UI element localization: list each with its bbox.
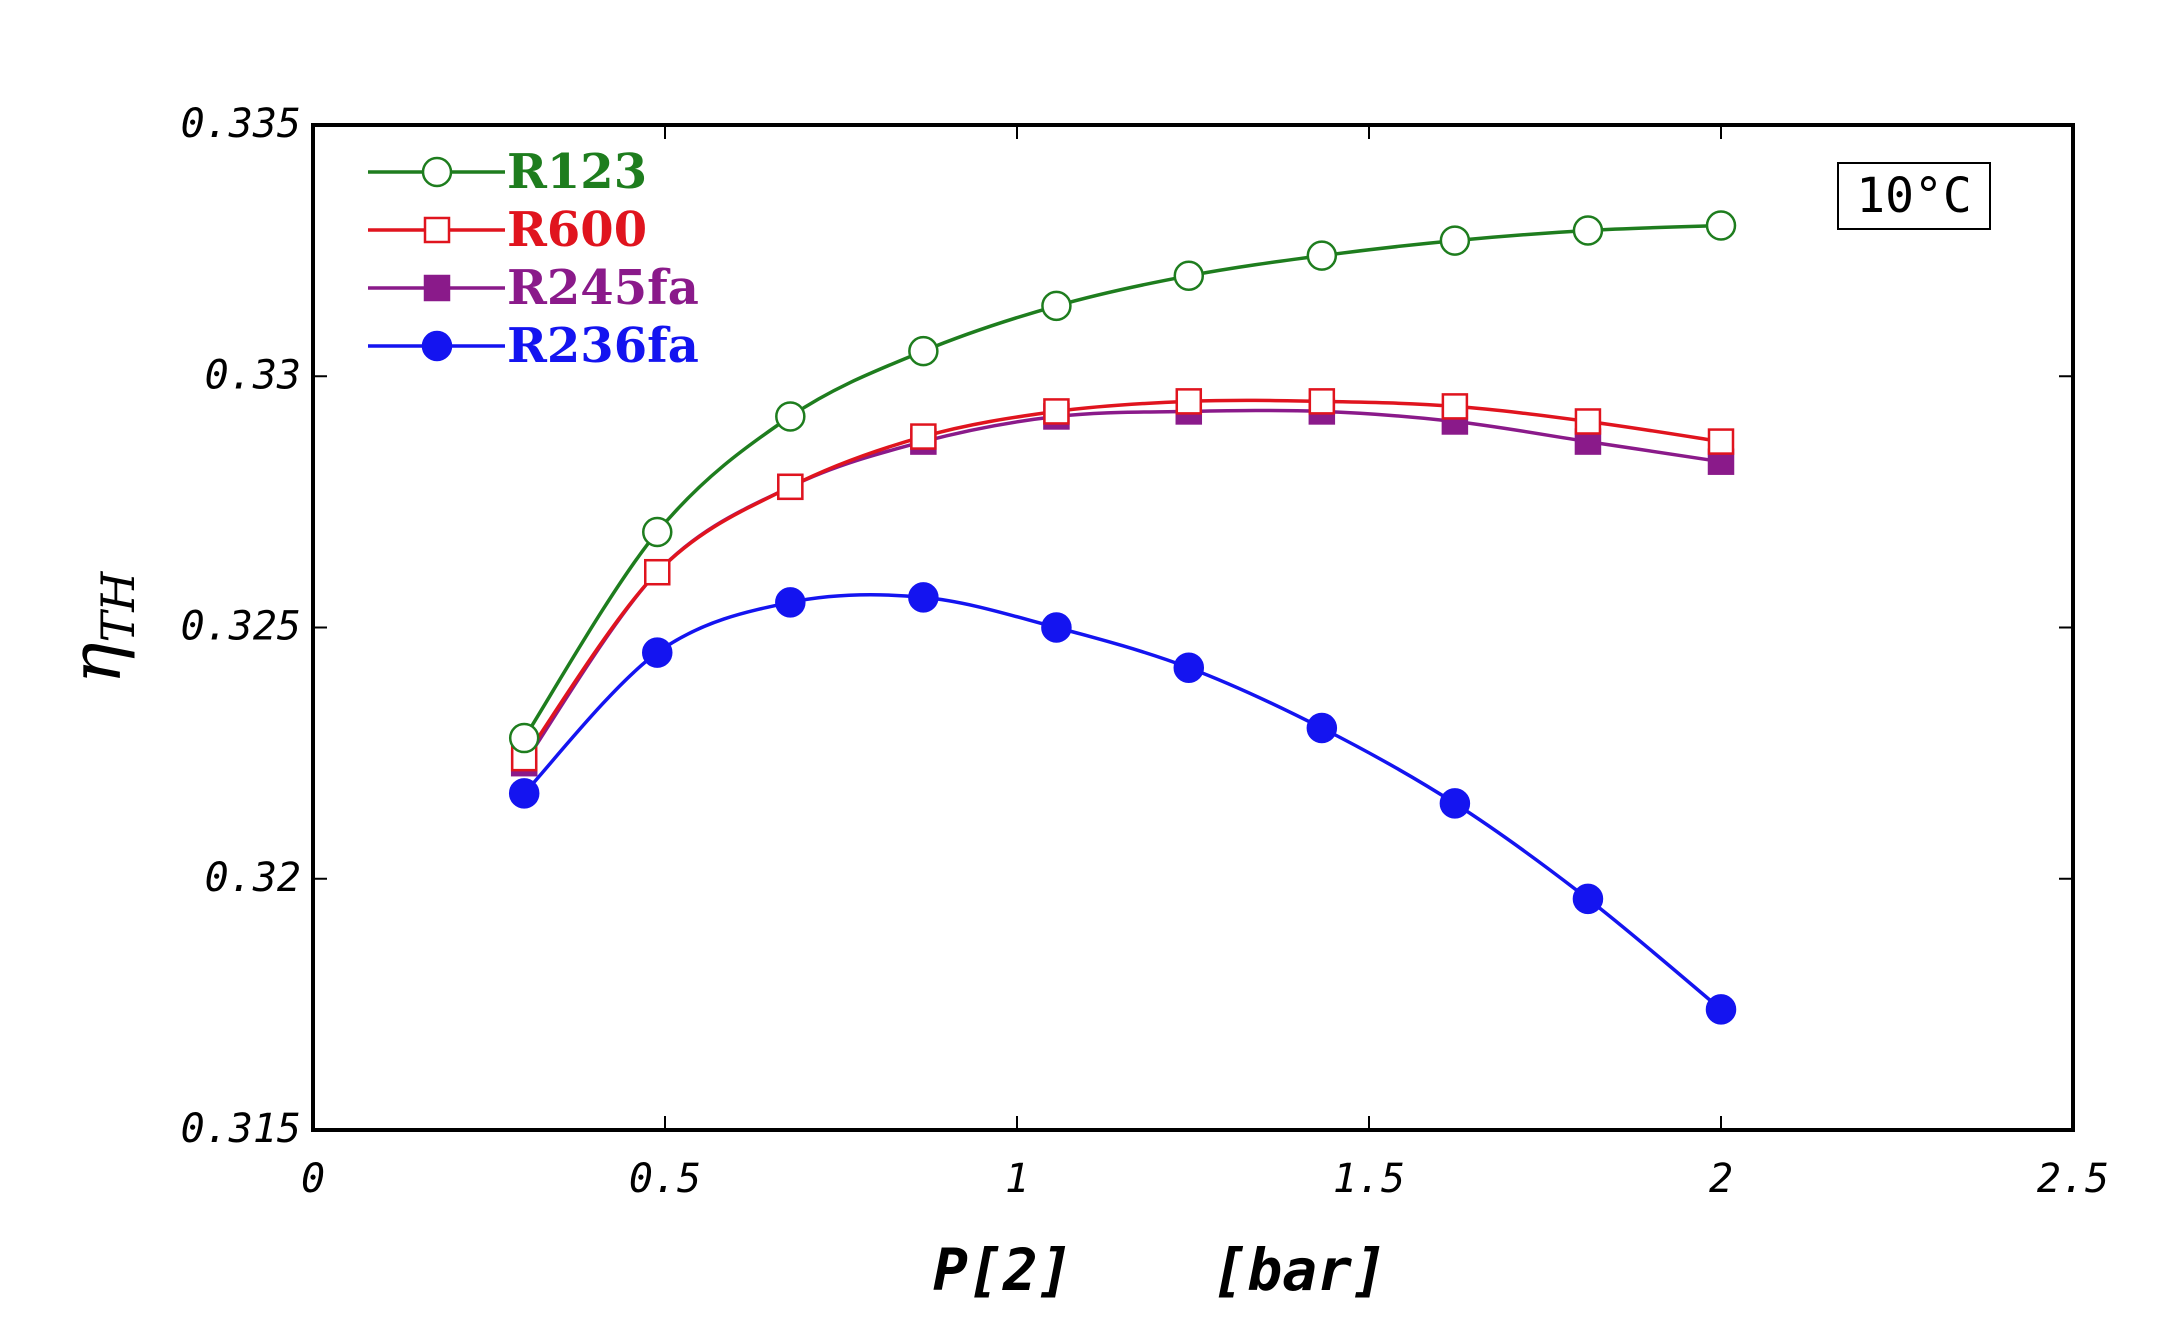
data-point-r600 [910, 423, 937, 450]
data-point-r600 [777, 473, 804, 501]
data-point-r600 [1308, 388, 1336, 415]
y-tick-label: 0.335 [181, 101, 301, 147]
data-point-r600 [1441, 393, 1469, 420]
legend-item-r123: R123 [368, 144, 647, 200]
legend-label-r245fa: R245fa [507, 260, 699, 316]
legend-marker-r245fa [423, 274, 451, 302]
x-tick-label: 2.5 [2037, 1156, 2109, 1202]
x-tick-label: 0 [301, 1156, 325, 1202]
y-tick-label: 0.33 [205, 352, 301, 398]
x-axis-label: P[2] [bar] [933, 1236, 1387, 1304]
y-axis-label-symbol: η [55, 642, 137, 684]
legend-label-r236fa: R236fa [507, 318, 699, 374]
axis-ticks: 0 0.5 1 1.5 2 2.5 0.315 0.32 0.325 0.33 0.335 [181, 101, 2110, 1202]
y-tick-label: 0.325 [181, 604, 301, 650]
data-point-r236fa [1306, 712, 1338, 744]
data-point-r123 [508, 722, 540, 754]
y-axis-label: ηTH [55, 571, 145, 685]
data-point-r236fa [775, 587, 806, 618]
y-tick-label: 0.315 [181, 1106, 301, 1152]
data-point-r123 [908, 335, 939, 367]
legend-marker-r123 [421, 156, 453, 188]
legend-marker-r236fa [421, 330, 453, 362]
annotation-frame [1837, 162, 1991, 230]
series-r123 [508, 210, 1737, 754]
series-r600 [510, 388, 1735, 772]
x-tick-label: 0.5 [629, 1156, 701, 1202]
data-point-r123 [642, 516, 673, 548]
legend-marker-r600 [423, 216, 451, 244]
data-point-r600 [1707, 428, 1735, 455]
legend-item-r236fa: R236fa [368, 318, 699, 374]
series-layer [508, 210, 1737, 1025]
data-point-r123 [1572, 215, 1604, 246]
legend-label-r123: R123 [507, 144, 647, 200]
data-point-r600 [644, 558, 671, 586]
data-point-r600 [1043, 398, 1070, 425]
legend-item-r245fa: R245fa [368, 260, 699, 316]
legend-item-r600: R600 [368, 202, 647, 258]
series-r236fa [508, 582, 1737, 1025]
annotation-label: 10°C [1856, 168, 1972, 224]
data-point-r236fa [1041, 612, 1072, 643]
series-line-r245fa [522, 408, 1722, 765]
series-line-r236fa [522, 592, 1723, 1011]
data-point-r236fa [1572, 883, 1604, 915]
data-point-r236fa [908, 582, 939, 613]
series-line-r123 [522, 223, 1722, 740]
data-point-r123 [1173, 260, 1205, 291]
data-point-r123 [1306, 240, 1338, 271]
series-line-r600 [522, 398, 1722, 760]
legend-label-r600: R600 [507, 202, 647, 258]
data-point-r123 [1041, 290, 1072, 322]
x-tick-label: 2 [1709, 1156, 1733, 1202]
data-point-r600 [1574, 408, 1602, 435]
x-tick-label: 1.5 [1333, 1156, 1405, 1202]
data-point-r236fa [1173, 652, 1205, 683]
data-point-r123 [775, 401, 806, 432]
data-point-r236fa [1705, 994, 1737, 1025]
y-axis-label-subscript: TH [91, 571, 145, 643]
data-point-r236fa [1439, 788, 1471, 819]
data-point-r123 [1439, 225, 1471, 256]
data-point-r600 [1175, 388, 1203, 415]
data-point-r123 [1705, 210, 1737, 241]
data-point-r236fa [642, 637, 673, 668]
y-tick-label: 0.32 [205, 855, 301, 901]
annotation-box: 10°C [1837, 162, 1991, 230]
x-tick-label: 1 [1005, 1156, 1029, 1202]
data-point-r236fa [508, 778, 540, 809]
series-r245fa [510, 398, 1735, 777]
